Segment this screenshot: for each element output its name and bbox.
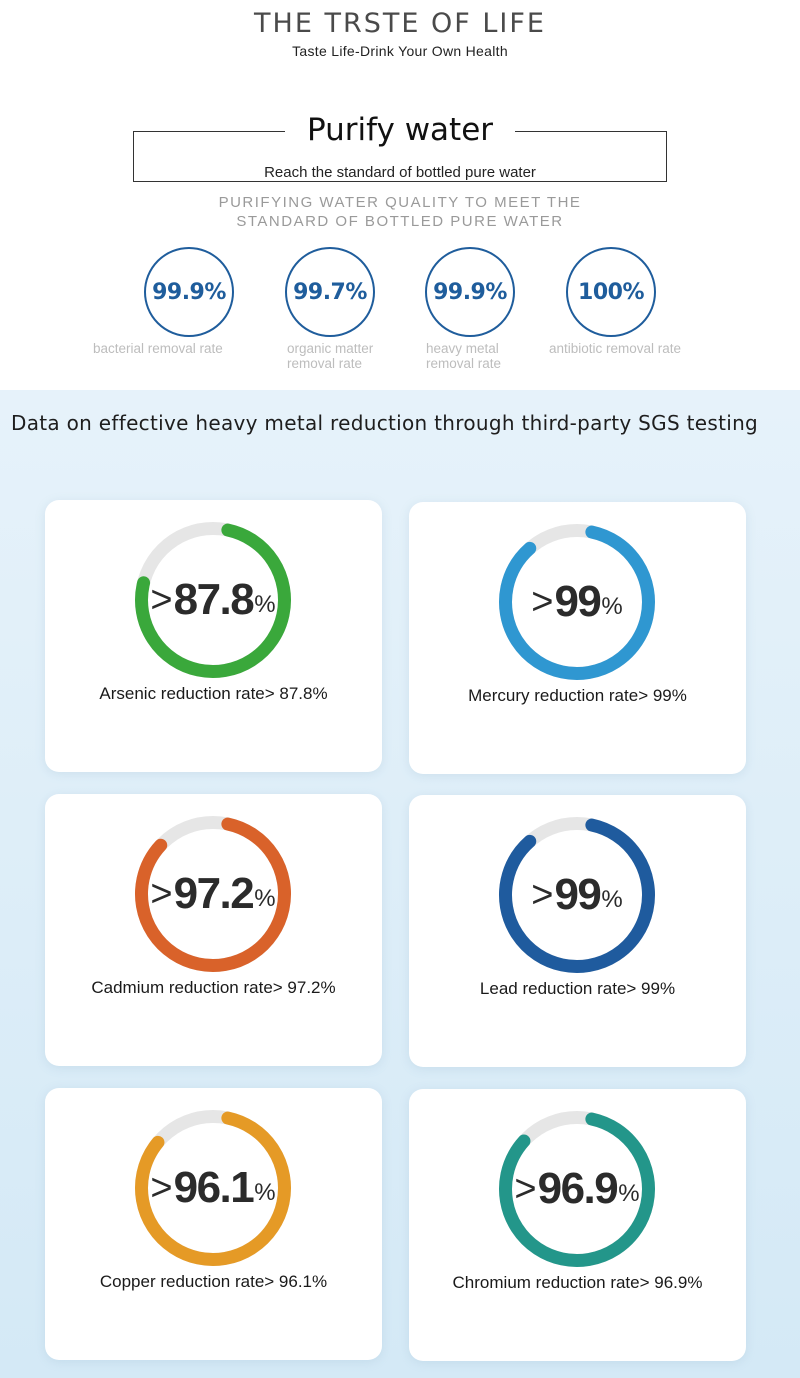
- card-label-lead: Lead reduction rate> 99%: [479, 979, 676, 998]
- ring-number: 99: [554, 870, 601, 919]
- stat-circle-antibiotic: 100%: [566, 247, 656, 337]
- ring-value-mercury: >99%: [497, 522, 657, 682]
- progress-ring-mercury: [499, 524, 655, 680]
- card-arsenic: >87.8% Arsenic reduction rate> 87.8%: [45, 500, 382, 772]
- stat-label-heavy-metal: heavy metal removal rate: [426, 341, 501, 371]
- stat-value: 99.9%: [152, 279, 226, 305]
- ring-number: 96.1: [173, 1163, 255, 1212]
- card-chromium: >96.9% Chromium reduction rate> 96.9%: [409, 1089, 746, 1361]
- card-label-copper: Copper reduction rate> 96.1%: [99, 1272, 328, 1291]
- stat-label-organic: organic matter removal rate: [287, 341, 373, 371]
- ring-number: 87.8: [173, 575, 255, 624]
- ring-value-arsenic: >87.8%: [133, 520, 293, 680]
- stat-circle-heavy-metal: 99.9%: [425, 247, 515, 337]
- percent-sign: %: [601, 886, 623, 913]
- card-label-chromium: Chromium reduction rate> 96.9%: [452, 1273, 703, 1292]
- stat-circle-bacterial: 99.9%: [144, 247, 234, 337]
- intro-section: THE TRSTE OF LIFE Taste Life-Drink Your …: [0, 0, 800, 390]
- stat-label-bacterial: bacterial removal rate: [93, 341, 223, 356]
- percent-sign: %: [618, 1180, 640, 1207]
- ring-value-cadmium: >97.2%: [133, 814, 293, 974]
- stat-circle-organic: 99.7%: [285, 247, 375, 337]
- percent-sign: %: [601, 593, 623, 620]
- ring-number: 99: [554, 577, 601, 626]
- card-cadmium: >97.2% Cadmium reduction rate> 97.2%: [45, 794, 382, 1066]
- ring-progress-arc: [135, 816, 291, 972]
- purify-title: Purify water: [306, 112, 494, 148]
- stat-label-line: antibiotic removal rate: [549, 341, 682, 356]
- ring-progress-arc: [499, 1111, 655, 1267]
- progress-ring-lead: [499, 817, 655, 973]
- greater-than-sign: >: [531, 580, 554, 623]
- card-lead: >99% Lead reduction rate> 99%: [409, 795, 746, 1067]
- title-frame-line-left: [133, 131, 285, 132]
- percent-sign: %: [254, 591, 276, 618]
- progress-ring-copper: [135, 1110, 291, 1266]
- title-frame: [133, 131, 667, 182]
- sgs-section-title: Data on effective heavy metal reduction …: [11, 411, 759, 435]
- greater-than-sign: >: [514, 1167, 537, 1210]
- progress-ring-chromium: [499, 1111, 655, 1267]
- progress-ring-arsenic: [135, 522, 291, 678]
- brand-subtitle: Taste Life-Drink Your Own Health: [292, 43, 508, 59]
- ring-progress-arc: [499, 817, 655, 973]
- ring-progress-arc: [499, 524, 655, 680]
- ring-number: 97.2: [173, 869, 255, 918]
- card-mercury: >99% Mercury reduction rate> 99%: [409, 502, 746, 774]
- ring-progress-arc: [135, 522, 291, 678]
- purify-caps-text: PURIFYING WATER QUALITY TO MEET THE STAN…: [200, 193, 600, 231]
- brand-title: THE TRSTE OF LIFE: [254, 8, 546, 39]
- percent-sign: %: [254, 885, 276, 912]
- greater-than-sign: >: [150, 1166, 173, 1209]
- stat-value: 99.9%: [433, 279, 507, 305]
- stat-label-line: removal rate: [426, 356, 502, 371]
- greater-than-sign: >: [150, 578, 173, 621]
- purify-caps-line-2: STANDARD OF BOTTLED PURE WATER: [236, 213, 564, 230]
- stat-label-antibiotic: antibiotic removal rate: [549, 341, 681, 356]
- greater-than-sign: >: [531, 873, 554, 916]
- purify-subtitle: Reach the standard of bottled pure water: [264, 164, 536, 181]
- progress-ring-cadmium: [135, 816, 291, 972]
- stat-label-line: organic matter: [287, 341, 374, 356]
- card-copper: >96.1% Copper reduction rate> 96.1%: [45, 1088, 382, 1360]
- stat-label-line: heavy metal: [426, 341, 499, 356]
- card-label-arsenic: Arsenic reduction rate> 87.8%: [99, 684, 328, 703]
- greater-than-sign: >: [150, 872, 173, 915]
- stat-label-line: removal rate: [287, 356, 363, 371]
- purify-caps-line-1: PURIFYING WATER QUALITY TO MEET THE: [218, 194, 582, 211]
- card-label-cadmium: Cadmium reduction rate> 97.2%: [91, 978, 336, 997]
- stat-value: 100%: [578, 279, 644, 305]
- ring-value-lead: >99%: [497, 815, 657, 975]
- stat-value: 99.7%: [293, 279, 367, 305]
- ring-value-chromium: >96.9%: [497, 1109, 657, 1269]
- ring-value-copper: >96.1%: [133, 1108, 293, 1268]
- ring-progress-arc: [135, 1110, 291, 1266]
- stat-label-line: bacterial removal rate: [93, 341, 223, 356]
- percent-sign: %: [254, 1179, 276, 1206]
- card-label-mercury: Mercury reduction rate> 99%: [468, 686, 687, 705]
- ring-number: 96.9: [537, 1164, 619, 1213]
- title-frame-line-right: [515, 131, 667, 132]
